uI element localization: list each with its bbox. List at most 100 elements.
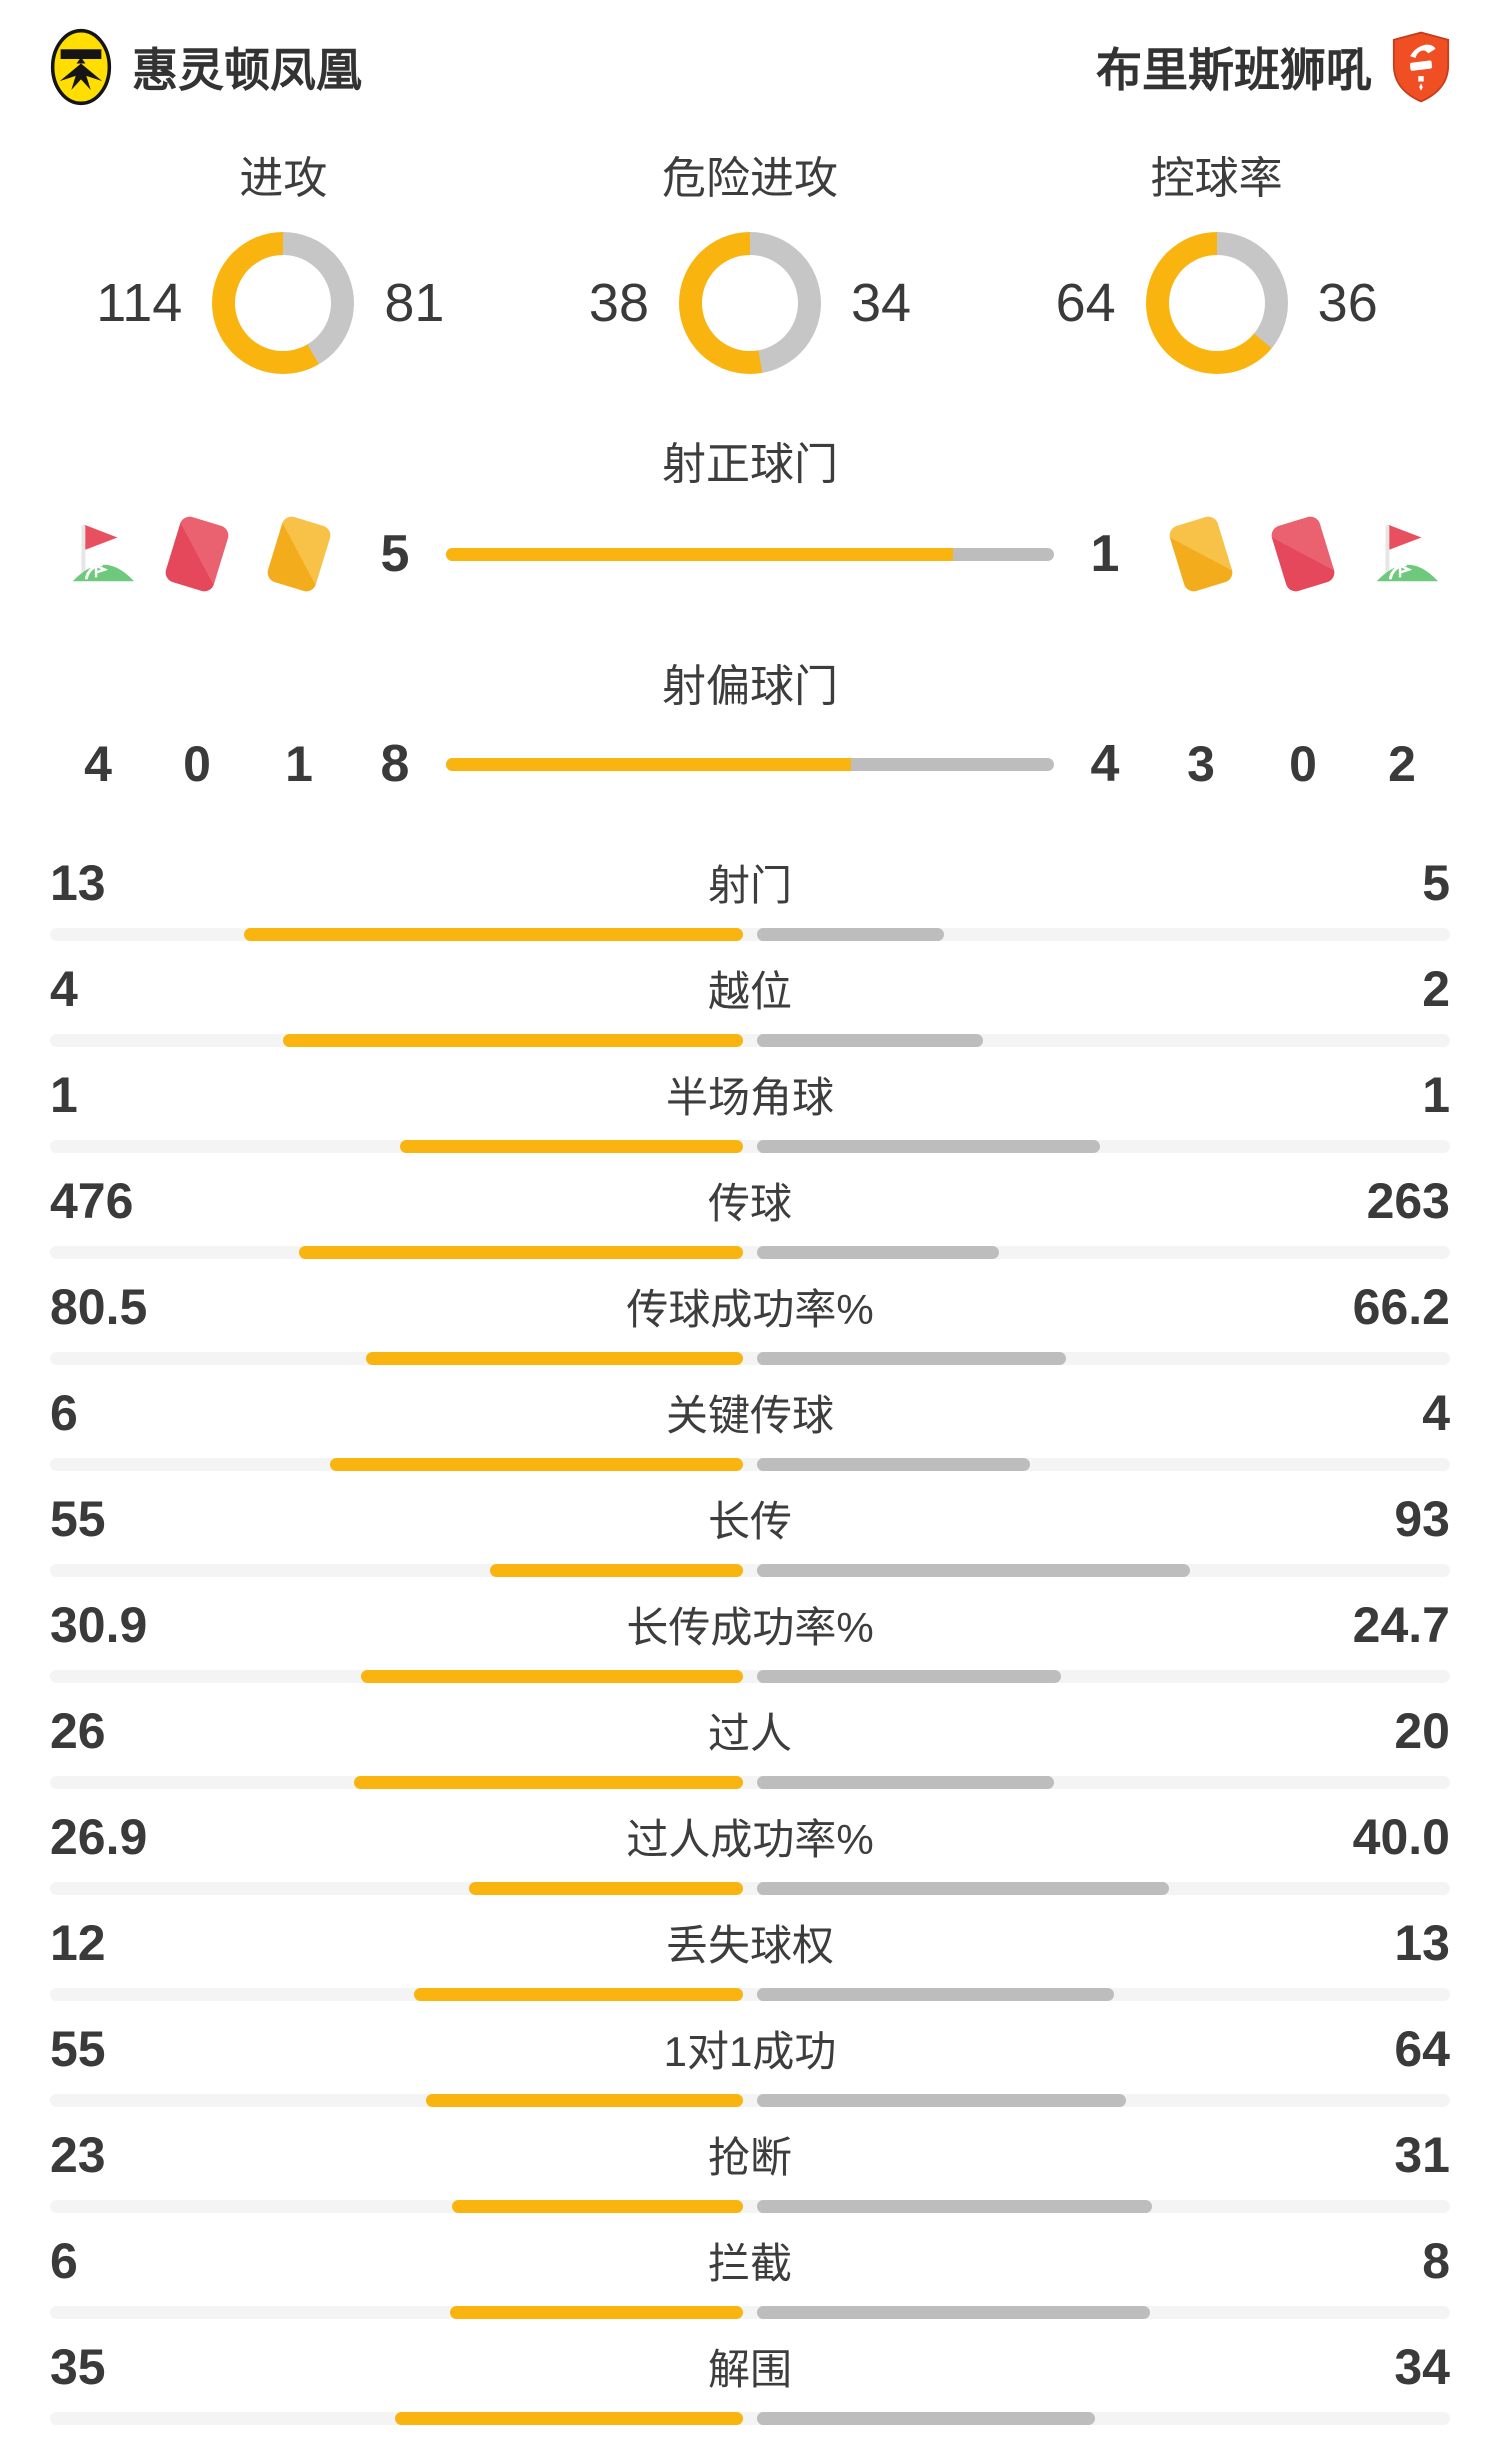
stat-bar-track [50,1988,1450,2001]
stat-bar-home [299,1246,743,1259]
donut-away-value: 81 [384,273,445,333]
away-red-cards-count: 0 [1289,736,1317,792]
donut-home-value: 38 [588,273,649,333]
donut-possession: 控球率 64 36 [983,142,1450,374]
stat-bar-home [283,1034,743,1047]
donut-title: 进攻 [239,154,328,203]
stat-bar-home [244,928,743,941]
stat-home-value: 35 [50,2339,106,2395]
stat-bar-away [757,1564,1190,1577]
stat-bar-home [360,1670,743,1683]
stat-bar-home [450,2306,743,2319]
stat-label: 1对1成功 [663,2028,837,2075]
stat-bar-track [50,1776,1450,1789]
stat-home-value: 12 [50,1915,106,1971]
red-card-icon [1269,514,1337,594]
stat-bar-away [757,1140,1100,1153]
stat-away-value: 40.0 [1352,1809,1450,1865]
shots-on-target-row: 5 1 [50,512,1450,596]
stat-home-value: 55 [50,1491,106,1547]
stat-row: 30.9 长传成功率% 24.7 [50,1594,1450,1700]
stat-bar-away [757,1034,984,1047]
stat-away-value: 8 [1422,2233,1450,2289]
stat-label: 长传 [707,1498,792,1545]
stat-row: 35 解围 34 [50,2336,1450,2442]
stat-away-value: 20 [1394,1703,1450,1759]
stat-bar-home [426,2094,743,2107]
away-corners-count: 2 [1388,736,1416,792]
stat-row: 26.9 过人成功率% 40.0 [50,1806,1450,1912]
shots-on-target-title: 射正球门 [662,440,838,489]
stat-bar-track [50,1670,1450,1683]
stat-bar-home [414,1988,743,2001]
home-yellow-cards-count: 1 [285,736,313,792]
stat-bar-home [489,1564,743,1577]
donut-away-value: 34 [851,273,912,333]
stat-bar-track [50,1352,1450,1365]
shots-off-target-bar [446,757,1054,771]
donut-ring [679,232,821,374]
away-team-name: 布里斯班狮吼 [1096,44,1372,96]
corner-flag-icon [1376,524,1439,582]
home-red-cards-count: 0 [183,736,211,792]
donut-attacks: 进攻 114 81 [50,142,517,374]
donut-charts-section: 进攻 114 81 危险进攻 38 34 控球率 64 36 [50,142,1450,374]
stat-away-value: 34 [1394,2339,1450,2395]
stat-away-value: 4 [1422,1385,1450,1441]
stat-bar-track [50,1140,1450,1153]
donut-ring [212,232,355,374]
donut-dangerous-attacks: 危险进攻 38 34 [517,142,984,374]
stat-label: 传球 [707,1180,792,1227]
stat-bar-away [757,1246,1000,1259]
stat-bar-away [757,1352,1066,1365]
stat-home-value: 26 [50,1703,106,1759]
stat-label: 越位 [707,968,792,1015]
stat-home-value: 476 [50,1173,134,1229]
stat-row: 80.5 传球成功率% 66.2 [50,1276,1450,1382]
stat-bar-track [50,1246,1450,1259]
stat-bar-track [50,2200,1450,2213]
stat-bar-away [757,928,945,941]
stat-bar-away [757,2200,1152,2213]
shots-off-target-away: 4 [1090,735,1120,793]
stat-bar-away [757,2306,1150,2319]
stat-row: 13 射门 5 [50,852,1450,958]
stat-label: 长传成功率% [626,1604,874,1651]
home-corners-count: 4 [84,736,112,792]
red-card-icon [163,514,231,594]
stat-row: 476 传球 263 [50,1170,1450,1276]
stat-bar-away [757,1670,1061,1683]
away-yellow-cards-count: 3 [1187,736,1215,792]
stat-bar-track [50,2412,1450,2425]
stat-home-value: 55 [50,2021,106,2077]
stat-bar-home [330,1458,743,1471]
stat-bar-away [757,1776,1055,1789]
donut-title: 控球率 [1150,154,1283,203]
stat-home-value: 30.9 [50,1597,148,1653]
stat-label: 丢失球权 [665,1922,834,1969]
stat-bar-home [400,1140,743,1153]
stat-row: 55 1对1成功 64 [50,2018,1450,2124]
donut-away-value: 36 [1317,273,1378,333]
stats-list: 13 射门 5 4 越位 2 1 半场角球 1 [50,852,1450,2442]
shots-off-target-title: 射偏球门 [662,662,838,711]
stat-home-value: 23 [50,2127,106,2183]
stat-bar-away [757,2094,1127,2107]
stat-bar-home [354,1776,743,1789]
stat-row: 1 半场角球 1 [50,1064,1450,1170]
stat-away-value: 24.7 [1352,1597,1450,1653]
stat-row: 6 关键传球 4 [50,1382,1450,1488]
stat-away-value: 31 [1394,2127,1450,2183]
stat-bar-track [50,928,1450,941]
stat-row: 23 抢断 31 [50,2124,1450,2230]
stat-label: 关键传球 [665,1392,834,1439]
stat-home-value: 6 [50,2233,78,2289]
stat-bar-track [50,2094,1450,2107]
stat-home-value: 26.9 [50,1809,148,1865]
stat-away-value: 13 [1394,1915,1450,1971]
stat-bar-away [757,1882,1169,1895]
donut-title: 危险进攻 [662,154,838,203]
stat-label: 射门 [707,862,792,909]
stat-home-value: 1 [50,1067,78,1123]
